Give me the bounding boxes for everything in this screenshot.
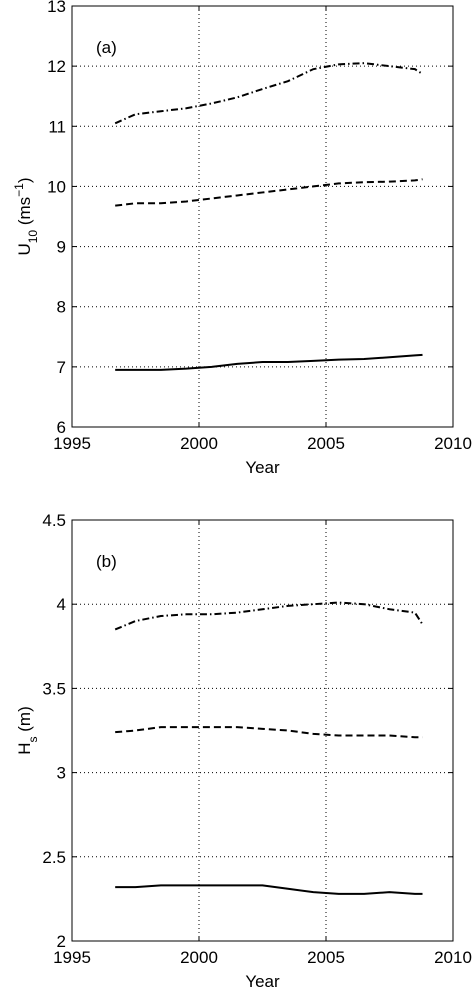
panel-label: (a) [96,38,117,57]
data-line [115,178,423,207]
data-line [115,353,423,371]
y-axis-label: Hs (m) [15,706,40,755]
data-line [115,884,423,895]
y-tick-label: 2.5 [42,848,66,867]
y-axis-label: U10 (ms−1) [12,177,40,255]
y-axis-label-part: (m) [15,706,34,736]
y-tick-label: 7 [57,358,66,377]
y-tick-label: 4 [57,595,66,614]
panel-label: (b) [96,552,117,571]
data-line [115,726,423,739]
y-tick-label: 2 [57,932,66,951]
x-tick-label: 2005 [307,434,345,453]
y-tick-label: 8 [57,298,66,317]
y-tick-label: 6 [57,418,66,437]
y-axis-label-part: H [15,742,34,754]
y-tick-label: 3.5 [42,679,66,698]
y-axis-label-part: s [26,736,40,742]
y-tick-label: 11 [48,117,66,136]
y-tick-label: 4.5 [42,511,66,530]
x-axis-label: Year [245,458,280,477]
x-tick-label: 2010 [434,948,472,967]
data-line [114,601,424,631]
x-tick-label: 2005 [307,948,345,967]
y-tick-label: 3 [57,764,66,783]
y-axis-label-part: (ms [15,197,34,230]
y-tick-label: 12 [47,57,66,76]
x-tick-label: 1995 [53,948,91,967]
y-axis-label-part: 10 [26,230,40,244]
axes-frame [71,519,454,942]
x-tick-label: 1995 [53,434,91,453]
y-tick-label: 10 [47,177,66,196]
y-axis-label-part: U [15,243,34,255]
y-tick-label: 9 [57,238,66,257]
y-tick-label: 13 [47,0,66,16]
y-axis-label-part: −1 [12,183,26,197]
data-line [114,62,424,125]
x-tick-label: 2000 [180,948,218,967]
x-tick-label: 2010 [434,434,472,453]
y-axis-label-part: ) [15,177,34,183]
x-tick-label: 2000 [180,434,218,453]
x-axis-label: Year [245,972,280,989]
axes-frame [71,5,454,428]
